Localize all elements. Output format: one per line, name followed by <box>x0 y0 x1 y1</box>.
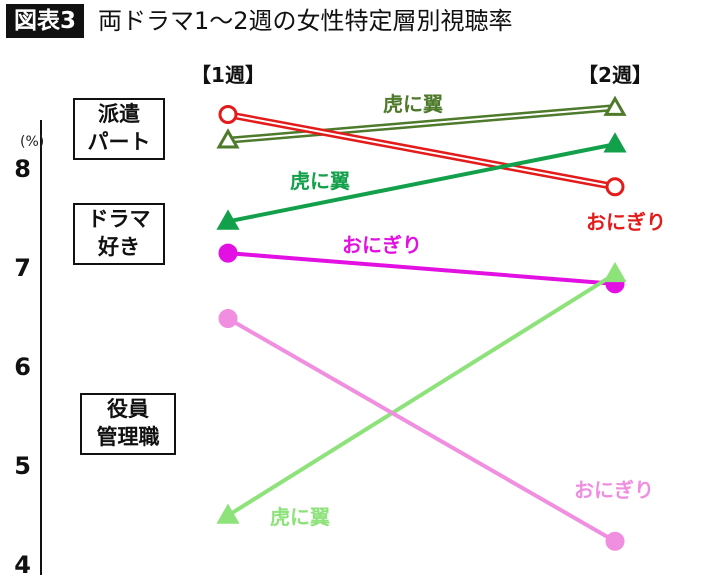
figure-number-tag: 図表3 <box>6 4 85 38</box>
series-line-inner <box>227 113 616 188</box>
series-line-4 <box>226 272 617 518</box>
series-line-1 <box>227 111 616 191</box>
data-point-triangle <box>216 128 240 149</box>
x-category-label: 【2週】 <box>578 63 652 87</box>
group-label-haken: 派遣 パート <box>73 98 165 160</box>
data-point-triangle <box>603 132 627 153</box>
series-line-stroke <box>226 272 617 518</box>
series-line-inner <box>227 106 616 142</box>
series-name-label: 虎に翼 <box>383 92 443 116</box>
series-line-stroke <box>227 316 616 543</box>
data-point-triangle <box>603 95 627 116</box>
y-unit-label: (%) <box>20 134 44 150</box>
series-name-label: おにぎり <box>342 233 422 257</box>
data-point-circle <box>218 308 238 328</box>
y-tick-label: 7 <box>14 254 31 282</box>
chart-title: 両ドラマ1～2週の女性特定層別視聴率 <box>98 7 513 35</box>
series-line-stroke <box>227 142 616 224</box>
data-point-triangle <box>216 503 240 524</box>
series-name-label: おにぎり <box>574 478 654 502</box>
group-label-drama: ドラマ 好き <box>73 203 165 265</box>
data-point-triangle <box>603 261 627 283</box>
series-line-stroke <box>227 251 616 286</box>
data-point-triangle <box>216 209 240 230</box>
y-tick-label: 6 <box>14 353 31 381</box>
data-point-circle <box>218 105 238 125</box>
group-label-yakuin: 役員 管理職 <box>80 393 176 455</box>
y-tick-label: 5 <box>14 452 31 480</box>
series-name-label: おにぎり <box>586 210 666 234</box>
y-tick-label: 4 <box>14 551 31 575</box>
series-line-3 <box>227 251 616 286</box>
data-point-circle <box>605 531 625 551</box>
y-tick-label: 8 <box>14 155 31 183</box>
x-category-label: 【1週】 <box>191 63 265 87</box>
data-point-circle <box>218 243 238 263</box>
data-point-circle <box>605 177 625 197</box>
series-line-2 <box>227 142 616 224</box>
series-line-5 <box>227 316 616 543</box>
series-name-label: 虎に翼 <box>290 169 350 193</box>
series-name-label: 虎に翼 <box>270 505 330 529</box>
series-line-0 <box>227 104 616 144</box>
